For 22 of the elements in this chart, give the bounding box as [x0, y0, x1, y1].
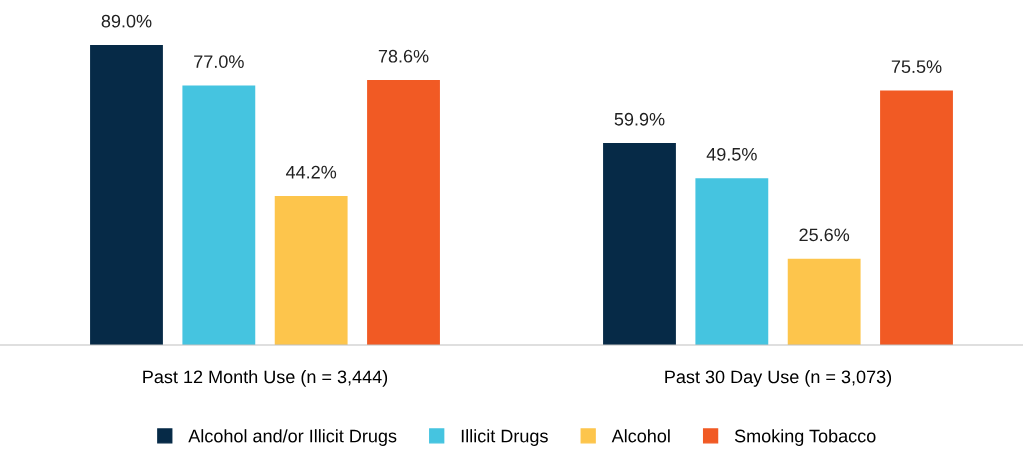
data-label: 44.2% [285, 165, 337, 179]
data-label: 25.6% [799, 228, 850, 242]
bar [695, 178, 769, 345]
data-label: 49.5% [706, 147, 757, 161]
bar [367, 80, 440, 345]
x-tick-label: Past 12 Month Use (n = 3,444) [143, 370, 388, 387]
bar [90, 45, 163, 345]
data-label: 75.5% [891, 60, 942, 74]
legend-label: Smoking Tobacco [734, 429, 876, 446]
data-label: 78.6% [378, 49, 429, 63]
data-label: 59.9% [614, 112, 665, 126]
legend-label: Alcohol and/or Illicit Drugs [188, 429, 397, 446]
legend-label: Illicit Drugs [461, 429, 548, 446]
bar [274, 196, 348, 345]
legend-label: Alcohol [611, 429, 670, 443]
bar [880, 90, 953, 345]
bar [603, 143, 676, 345]
data-label: 89.0% [101, 14, 152, 28]
x-tick-label: Past 30 Day Use (n = 3,073) [665, 370, 892, 387]
bar [787, 258, 861, 345]
data-label: 77.0% [194, 55, 244, 68]
bar [182, 85, 256, 345]
